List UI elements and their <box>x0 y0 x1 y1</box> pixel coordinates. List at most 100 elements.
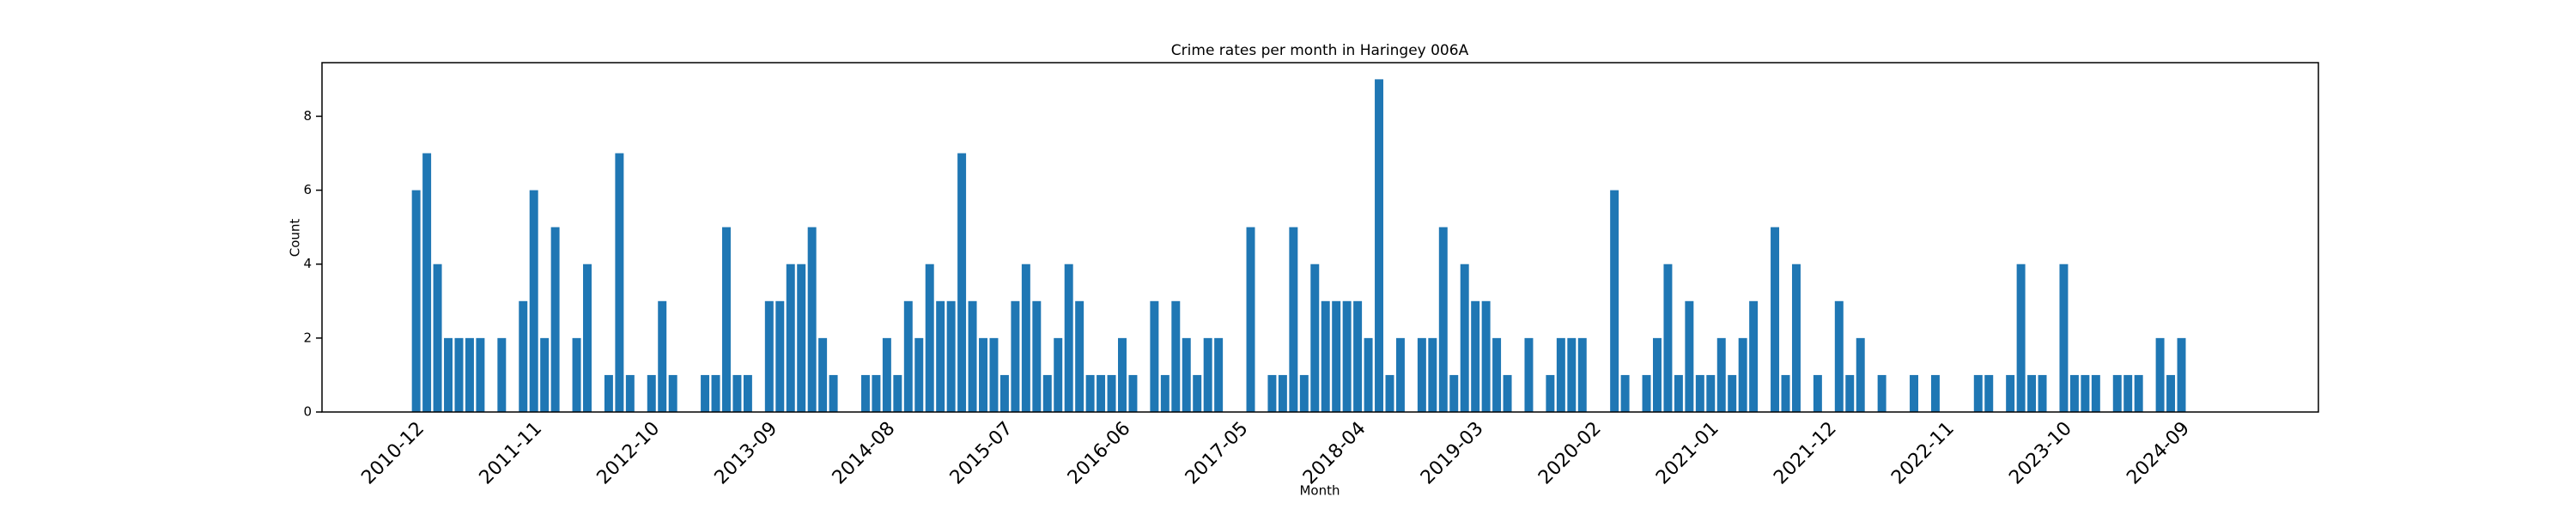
bar <box>1471 300 1480 412</box>
bar <box>1449 374 1459 412</box>
bar <box>583 264 592 412</box>
y-axis-label: Count <box>288 219 303 258</box>
bar <box>1160 374 1170 412</box>
bar <box>411 190 421 413</box>
bar <box>1278 374 1287 412</box>
bar <box>1845 374 1855 412</box>
bar <box>1042 374 1052 412</box>
bar <box>893 374 902 412</box>
bar <box>465 337 474 412</box>
bar <box>476 337 485 412</box>
bar <box>1064 264 1073 412</box>
x-tick-label: 2022-11 <box>1887 418 1959 489</box>
bar <box>1706 374 1716 412</box>
bar <box>968 300 977 412</box>
bar <box>1973 374 1983 412</box>
bar <box>2134 374 2143 412</box>
bar <box>1728 374 1737 412</box>
bar <box>1375 79 1384 412</box>
y-tick-label: 2 <box>303 330 312 345</box>
bar <box>1353 300 1363 412</box>
bar <box>1107 374 1116 412</box>
bar <box>2038 374 2047 412</box>
bar <box>540 337 550 412</box>
bar <box>1438 227 1448 412</box>
bar <box>732 374 742 412</box>
x-tick-label: 2016-06 <box>1064 418 1135 489</box>
x-tick-label: 2015-07 <box>946 418 1018 489</box>
x-tick-label: 2021-01 <box>1652 418 1723 489</box>
bar <box>1642 374 1651 412</box>
bar <box>1910 374 1919 412</box>
bar <box>946 300 956 412</box>
x-tick-label: 2023-10 <box>2005 418 2076 489</box>
bar <box>797 264 806 412</box>
bar <box>2027 374 2037 412</box>
bar <box>1834 300 1844 412</box>
chart-title: Crime rates per month in Haringey 006A <box>1171 42 1469 59</box>
bar <box>2081 374 2090 412</box>
bar <box>721 227 731 412</box>
bar <box>1791 264 1801 412</box>
x-tick-label: 2012-10 <box>593 418 665 489</box>
bar <box>1984 374 1994 412</box>
bar <box>818 337 828 412</box>
bar <box>1128 374 1138 412</box>
bar <box>1610 190 1619 413</box>
bar <box>882 337 891 412</box>
bar <box>1674 374 1683 412</box>
bar <box>786 264 795 412</box>
bar <box>1385 374 1394 412</box>
bar <box>422 153 432 412</box>
bar <box>925 264 934 412</box>
bar <box>454 337 464 412</box>
x-tick-label: 2024-09 <box>2123 418 2194 489</box>
bar <box>2177 337 2186 412</box>
bar <box>711 374 720 412</box>
y-tick-label: 4 <box>303 256 312 271</box>
bar <box>2112 374 2122 412</box>
bar <box>1481 300 1491 412</box>
bar <box>1085 374 1095 412</box>
bar <box>1492 337 1502 412</box>
bar <box>903 300 913 412</box>
bar <box>2069 374 2079 412</box>
bar <box>743 374 752 412</box>
x-tick-label: 2017-05 <box>1182 418 1253 489</box>
bar <box>872 374 881 412</box>
bar <box>936 300 945 412</box>
bar <box>1342 300 1352 412</box>
bar <box>1417 337 1426 412</box>
bar <box>829 374 838 412</box>
bar <box>1577 337 1587 412</box>
bar <box>1395 337 1405 412</box>
bar <box>1781 374 1790 412</box>
bar <box>1364 337 1373 412</box>
bar <box>764 300 774 412</box>
bar <box>1321 300 1330 412</box>
bar <box>1118 337 1127 412</box>
x-tick-label: 2021-12 <box>1770 418 1841 489</box>
bar <box>658 300 667 412</box>
bar <box>668 374 677 412</box>
x-tick-label: 2011-11 <box>476 418 547 489</box>
y-tick-label: 0 <box>303 404 312 420</box>
bar <box>615 153 624 412</box>
bar <box>1546 374 1555 412</box>
bar <box>1011 300 1020 412</box>
bar <box>957 153 967 412</box>
bar <box>444 337 453 412</box>
bar <box>1054 337 1063 412</box>
bar <box>1289 227 1298 412</box>
bar <box>1620 374 1630 412</box>
bar <box>529 190 538 413</box>
bar <box>433 264 442 412</box>
y-tick-label: 6 <box>303 182 312 197</box>
bar <box>2123 374 2133 412</box>
bar <box>1771 227 1780 412</box>
bar <box>914 337 924 412</box>
bar <box>572 337 581 412</box>
x-tick-label: 2014-08 <box>829 418 900 489</box>
bar <box>1749 300 1759 412</box>
bar <box>2059 264 2069 412</box>
